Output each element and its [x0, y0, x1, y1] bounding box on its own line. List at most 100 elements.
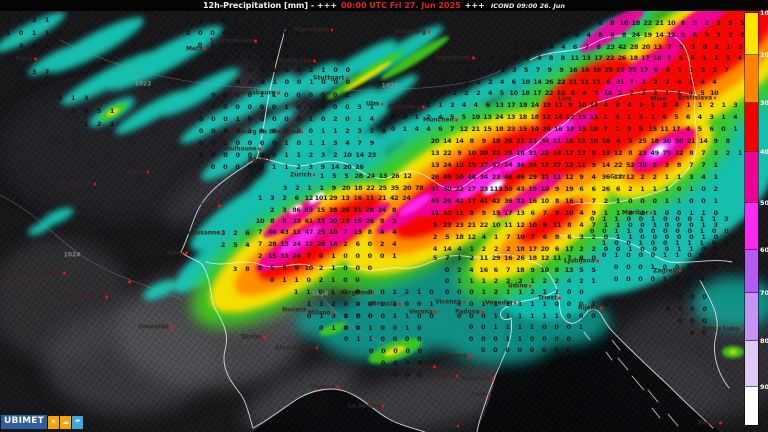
precip-value: 3: [282, 184, 288, 192]
precip-value: 1: [306, 300, 312, 308]
precip-value: 0: [283, 29, 288, 37]
precip-value: 0: [628, 209, 633, 217]
precip-value: 2: [426, 113, 431, 121]
precip-value: 0: [464, 66, 470, 74]
precip-value: 12: [467, 233, 476, 241]
precip-value: 12: [564, 173, 574, 181]
precip-value: 15: [267, 252, 277, 260]
city-label: Augsburg: [388, 104, 425, 111]
precip-value: 4: [566, 277, 572, 285]
precip-value: 1: [70, 94, 76, 102]
precip-value: 15: [491, 209, 501, 217]
precip-value: 19: [353, 217, 362, 225]
precip-value: 0: [368, 312, 373, 320]
city-label: La Spezia: [348, 403, 385, 410]
precip-value: 2: [579, 277, 584, 285]
precip-value: 0: [198, 151, 204, 159]
precip-value: 1: [331, 264, 336, 272]
precip-value: 22: [544, 89, 554, 97]
precip-value: 0: [456, 312, 462, 320]
precip-value: 36: [503, 197, 513, 205]
precip-value: 17: [503, 209, 513, 217]
precip-value: 0: [468, 335, 474, 343]
precip-value: 5: [739, 19, 745, 27]
precip-value: 1: [368, 324, 373, 332]
precip-value: 1: [404, 324, 410, 332]
precip-value: 23: [606, 43, 615, 51]
precip-value: 0: [354, 288, 360, 296]
precip-value: 1: [198, 17, 203, 25]
city-label: Strasbourg: [238, 90, 280, 97]
precip-value: 0: [628, 221, 633, 229]
city-dot-icon: [455, 118, 458, 122]
precip-value: 18: [515, 266, 525, 274]
precip-value: 0: [355, 276, 360, 284]
precip-value: 0: [379, 252, 385, 260]
precip-value: 1: [713, 173, 718, 181]
precip-value: 0: [417, 312, 422, 320]
city-label: Paris: [16, 56, 37, 63]
precip-value: 1: [689, 245, 694, 253]
precip-value: 3: [270, 194, 275, 202]
precip-value: 1: [284, 103, 289, 111]
precip-value: 43: [280, 228, 289, 236]
precip-value: 4: [549, 43, 554, 51]
precip-value: 0: [223, 151, 228, 159]
precip-value: 0: [652, 233, 657, 241]
precip-value: 0: [429, 312, 434, 320]
precip-value: 0: [343, 312, 349, 320]
city-label: Clermont-Ferrand: [2, 270, 66, 277]
colorbar-tick: 20: [760, 51, 768, 59]
precip-value: 2: [700, 66, 706, 74]
precip-value: 1: [711, 215, 717, 223]
precip-value: 0: [247, 151, 253, 159]
precip-value: 4: [487, 89, 493, 97]
precip-value: 22: [442, 149, 452, 157]
precip-value: 1: [603, 113, 608, 121]
city-name: Forlì: [471, 391, 487, 399]
precip-value: 14: [330, 163, 340, 171]
precip-value: 26: [430, 173, 440, 181]
city-dot-icon: [649, 211, 653, 215]
precip-value: 5: [679, 43, 684, 51]
precip-value: 1: [464, 78, 469, 86]
city-name: Ljubljana: [564, 257, 595, 265]
city-name: Karlsruhe: [279, 57, 312, 65]
precip-value: 0: [578, 300, 584, 308]
precip-value: 7: [629, 78, 635, 86]
city-dot-icon: [93, 182, 97, 186]
precip-value: 4: [701, 173, 706, 181]
precip-value: 0: [343, 264, 348, 272]
precip-value: 1: [614, 215, 619, 223]
city-name: Firenze: [430, 422, 456, 430]
precip-value: 1: [689, 185, 694, 193]
precip-value: 18: [592, 66, 602, 74]
precip-value: 14: [455, 137, 464, 145]
precip-value: 1: [675, 239, 680, 247]
precip-value: 18: [494, 125, 504, 133]
precip-value: 1: [675, 251, 680, 259]
precip-value: 38: [328, 206, 338, 214]
precip-value: 1: [579, 197, 584, 205]
precip-value: 1: [615, 209, 621, 217]
city-dot-icon: [263, 335, 266, 339]
city-dot-icon: [147, 170, 150, 174]
precip-value: 4: [426, 125, 431, 133]
city-name: Dijon: [128, 168, 146, 176]
precip-value: 0: [687, 263, 692, 271]
precip-value: 4: [469, 266, 474, 274]
precip-value: 42: [617, 43, 627, 51]
precip-value: 23: [455, 221, 464, 229]
precip-value: 0: [591, 254, 596, 262]
precip-value: 33: [292, 217, 301, 225]
precip-value: 1: [44, 29, 50, 37]
precip-value: 13: [341, 217, 350, 225]
city-label: Milano: [308, 310, 335, 317]
precip-value: 1: [185, 17, 191, 25]
precip-value: 52: [625, 161, 635, 169]
precip-value: 0: [650, 239, 656, 247]
precip-value: 0: [247, 115, 253, 123]
precip-value: 0: [390, 125, 396, 133]
precip-value: 4: [615, 137, 621, 145]
city-name: Modena: [405, 363, 432, 371]
